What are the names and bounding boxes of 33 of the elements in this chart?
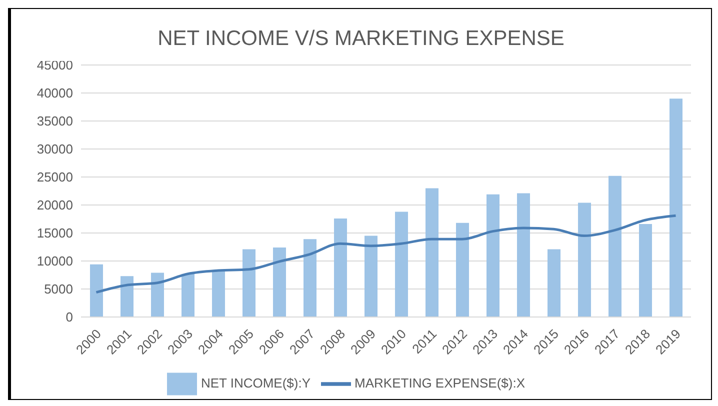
bar <box>608 176 622 317</box>
legend-label: NET INCOME($):Y <box>200 375 311 390</box>
bar <box>304 239 316 317</box>
bar <box>486 194 500 317</box>
bar <box>364 236 378 317</box>
y-tick-label: 0 <box>66 310 73 325</box>
bar <box>456 222 469 317</box>
bar <box>639 224 652 317</box>
y-tick-label: 20000 <box>36 198 73 213</box>
bar <box>517 193 530 317</box>
bar <box>395 212 408 317</box>
bar <box>212 271 225 317</box>
bar <box>120 276 134 317</box>
bar <box>334 218 347 317</box>
bar <box>426 188 438 317</box>
y-tick-label: 15000 <box>36 226 73 241</box>
y-tick-label: 40000 <box>36 86 73 101</box>
y-tick-label: 5000 <box>44 282 73 297</box>
bar <box>182 274 194 317</box>
bar <box>90 264 103 317</box>
bar <box>670 98 682 317</box>
y-tick-label: 35000 <box>36 114 73 129</box>
bar <box>548 249 560 317</box>
chart-title: NET INCOME V/S MARKETING EXPENSE <box>158 27 564 50</box>
line-series <box>95 214 677 294</box>
y-tick-label: 10000 <box>36 254 73 269</box>
y-tick-label: 30000 <box>36 142 73 157</box>
bar <box>242 249 256 317</box>
bar <box>578 202 591 317</box>
bar <box>273 248 286 317</box>
legend-label: MARKETING EXPENSE($):X <box>354 375 526 390</box>
bar <box>151 272 164 317</box>
y-tick-label: 25000 <box>36 170 73 185</box>
